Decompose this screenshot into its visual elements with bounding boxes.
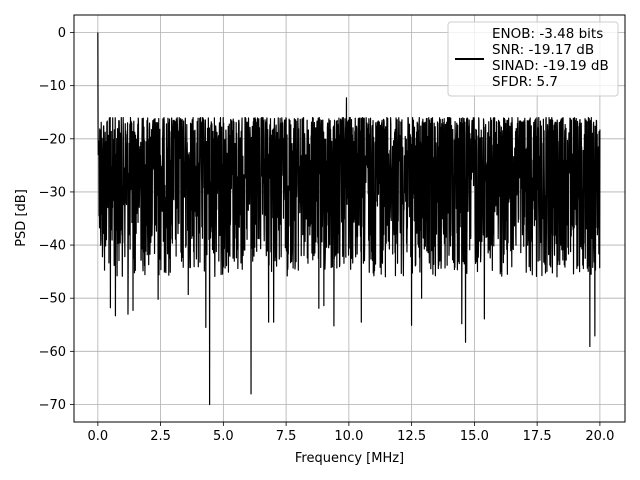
x-tick-label: 15.0 [460, 429, 489, 444]
legend-line-2: SNR: -19.17 dB [492, 42, 594, 58]
x-tick-label: 0.0 [88, 429, 109, 444]
y-axis-label: PSD [dB] [14, 189, 29, 247]
plot-frame [73, 14, 626, 423]
legend-line-3: SINAD: -19.19 dB [492, 58, 609, 74]
x-tick-label: 5.0 [213, 429, 234, 444]
y-tick-label: 0 [58, 26, 66, 41]
y-tick-label: −10 [39, 79, 66, 94]
legend-box [447, 21, 619, 97]
y-tick-label: −60 [39, 345, 66, 360]
y-tick-label: −40 [39, 239, 66, 254]
x-axis: 0.0 2.5 5.0 7.5 10.0 12.5 15.0 17.5 20.0 [88, 422, 614, 444]
psd-series-line [97, 32, 601, 406]
x-tick-label: 20.0 [585, 429, 614, 444]
y-axis: 0 −10 −20 −30 −40 −50 −60 −70 [39, 26, 74, 413]
x-tick-label: 10.0 [334, 429, 363, 444]
x-tick-label: 7.5 [276, 429, 297, 444]
y-tick-label: −20 [39, 132, 66, 147]
y-tick-label: −50 [39, 292, 66, 307]
legend-line-1: ENOB: -3.48 bits [492, 26, 603, 42]
y-tick-label: −30 [39, 185, 66, 200]
y-tick-label: −70 [39, 398, 66, 413]
x-axis-label: Frequency [MHz] [295, 451, 404, 466]
x-tick-label: 17.5 [523, 429, 552, 444]
x-tick-label: 2.5 [150, 429, 171, 444]
series-group [97, 32, 601, 406]
legend: ENOB: -3.48 bits SNR: -19.17 dB SINAD: -… [447, 21, 619, 97]
legend-line-4: SFDR: 5.7 [492, 74, 558, 90]
x-tick-label: 12.5 [397, 429, 426, 444]
